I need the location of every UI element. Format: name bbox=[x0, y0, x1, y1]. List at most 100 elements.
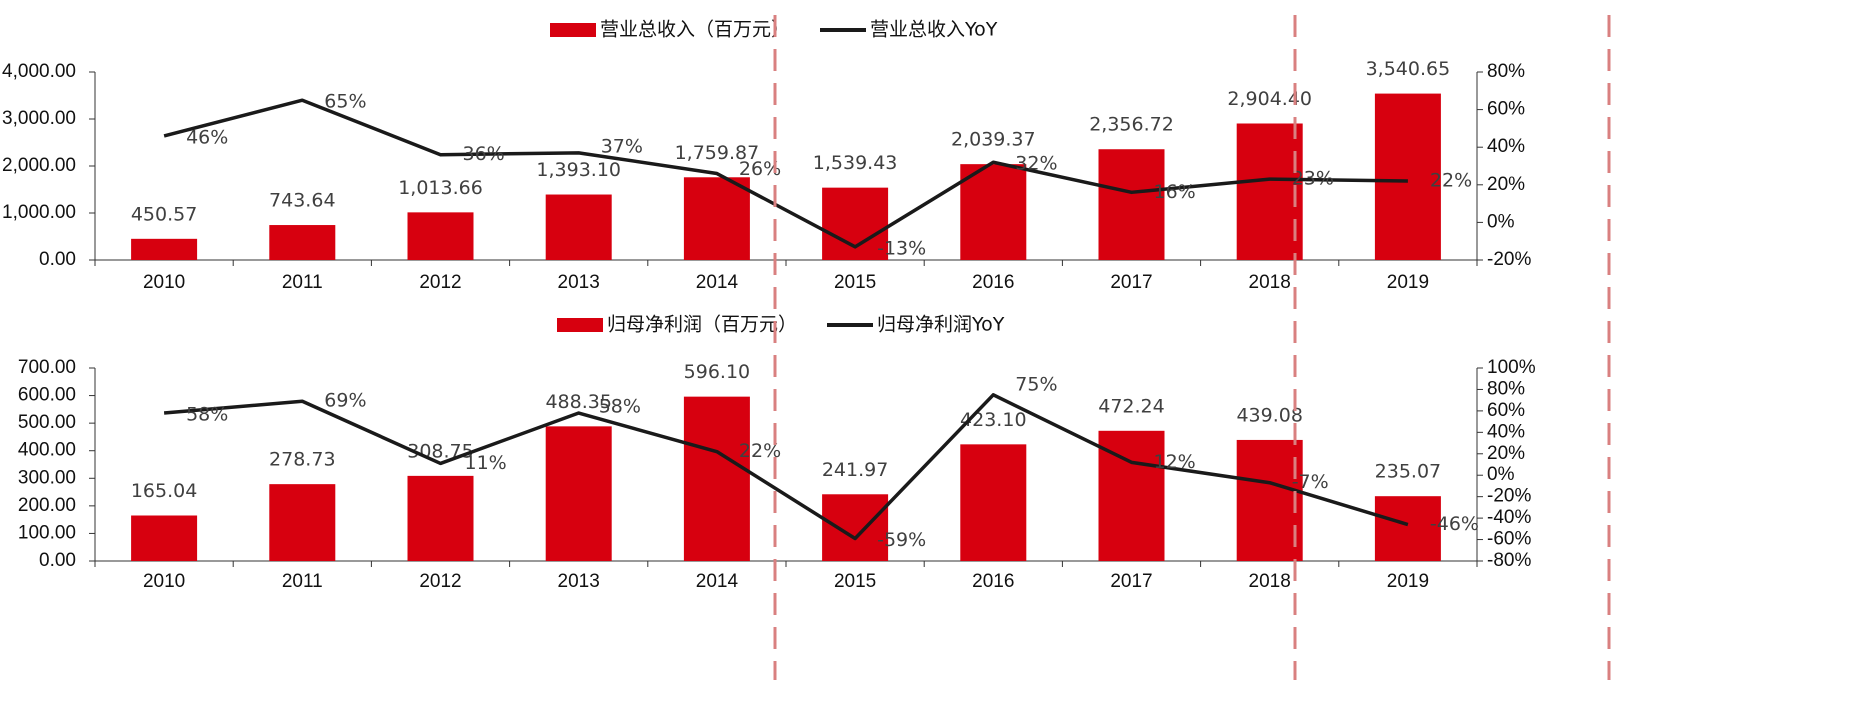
bar-value-label: 596.10 bbox=[684, 361, 750, 383]
bar bbox=[960, 444, 1027, 561]
left-y-tick-label: 0.00 bbox=[39, 249, 76, 270]
x-tick-label: 2018 bbox=[1249, 272, 1291, 293]
bar bbox=[131, 238, 198, 260]
x-tick-label: 2016 bbox=[972, 571, 1014, 592]
right-y-tick-label: 60% bbox=[1487, 99, 1525, 120]
right-y-tick-label: 20% bbox=[1487, 443, 1525, 464]
left-y-tick-label: 2,000.00 bbox=[2, 155, 76, 176]
right-y-tick-label: -20% bbox=[1487, 486, 1531, 507]
bar bbox=[407, 212, 474, 260]
left-y-tick-label: 1,000.00 bbox=[2, 202, 76, 223]
yoy-value-label: 32% bbox=[1015, 153, 1057, 175]
bar-value-label: 450.57 bbox=[131, 203, 197, 225]
yoy-value-label: 12% bbox=[1154, 451, 1196, 473]
yoy-value-label: 23% bbox=[1292, 168, 1334, 190]
right-y-tick-label: 0% bbox=[1487, 464, 1515, 485]
bar bbox=[1236, 123, 1303, 261]
left-y-tick-label: 700.00 bbox=[18, 357, 76, 378]
bar-value-label: 1,759.87 bbox=[675, 142, 760, 164]
bar bbox=[1098, 149, 1165, 260]
yoy-value-label: 46% bbox=[186, 126, 228, 148]
right-y-tick-label: 80% bbox=[1487, 378, 1525, 399]
yoy-value-label: 22% bbox=[739, 440, 781, 462]
x-tick-label: 2014 bbox=[696, 571, 739, 592]
bar bbox=[960, 164, 1027, 260]
left-y-tick-label: 4,000.00 bbox=[2, 61, 76, 82]
left-y-tick-label: 0.00 bbox=[39, 550, 76, 571]
x-tick-label: 2018 bbox=[1249, 571, 1291, 592]
legend-line-label: 营业总收入YoY bbox=[870, 19, 998, 41]
bar-value-label: 278.73 bbox=[269, 449, 335, 471]
right-y-tick-label: -20% bbox=[1487, 249, 1531, 270]
yoy-line bbox=[163, 393, 1409, 541]
right-y-tick-label: -80% bbox=[1487, 550, 1531, 571]
x-tick-label: 2015 bbox=[834, 272, 876, 293]
bar bbox=[269, 225, 336, 260]
bar-value-label: 472.24 bbox=[1098, 395, 1164, 417]
left-y-tick-label: 3,000.00 bbox=[2, 108, 76, 129]
legend-bar-swatch bbox=[550, 23, 596, 37]
x-tick-label: 2016 bbox=[972, 272, 1014, 293]
right-y-tick-label: 0% bbox=[1487, 211, 1515, 232]
bar bbox=[131, 515, 198, 561]
x-tick-label: 2011 bbox=[282, 571, 323, 592]
bar-value-label: 1,539.43 bbox=[813, 152, 898, 174]
bar bbox=[545, 194, 612, 260]
x-tick-label: 2015 bbox=[834, 571, 876, 592]
x-tick-label: 2017 bbox=[1110, 571, 1152, 592]
left-y-tick-label: 600.00 bbox=[18, 385, 76, 406]
yoy-value-label: 58% bbox=[186, 404, 228, 426]
left-y-tick-label: 100.00 bbox=[18, 522, 76, 543]
legend-bar-label: 归母净利润（百万元） bbox=[607, 314, 797, 336]
bar bbox=[1236, 439, 1303, 561]
right-y-tick-label: 100% bbox=[1487, 357, 1536, 378]
right-y-tick-label: 60% bbox=[1487, 400, 1525, 421]
bar-value-label: 2,039.37 bbox=[951, 129, 1036, 151]
x-tick-label: 2017 bbox=[1110, 272, 1152, 293]
yoy-value-label: 26% bbox=[739, 158, 781, 180]
bar-value-label: 235.07 bbox=[1375, 461, 1441, 483]
legend-bar-swatch bbox=[557, 318, 603, 332]
x-tick-label: 2012 bbox=[419, 571, 461, 592]
bar-value-label: 743.64 bbox=[269, 190, 335, 212]
bar bbox=[1374, 93, 1441, 260]
yoy-value-label: 69% bbox=[324, 390, 366, 412]
yoy-value-label: -59% bbox=[877, 529, 926, 551]
bar bbox=[683, 396, 750, 561]
yoy-value-label: 75% bbox=[1015, 373, 1057, 395]
yoy-value-label: -46% bbox=[1430, 513, 1479, 535]
x-tick-label: 2010 bbox=[143, 571, 185, 592]
bar-value-label: 3,540.65 bbox=[1366, 58, 1451, 80]
x-tick-label: 2019 bbox=[1387, 571, 1429, 592]
x-tick-label: 2011 bbox=[282, 272, 323, 293]
bar bbox=[545, 426, 612, 561]
x-tick-label: 2019 bbox=[1387, 272, 1429, 293]
yoy-value-label: 22% bbox=[1430, 170, 1472, 192]
yoy-value-label: -7% bbox=[1292, 471, 1329, 493]
bar-value-label: 241.97 bbox=[822, 459, 888, 481]
left-y-tick-label: 500.00 bbox=[18, 412, 76, 433]
bar-value-label: 1,393.10 bbox=[536, 159, 621, 181]
x-tick-label: 2014 bbox=[696, 272, 739, 293]
bar-value-label: 439.08 bbox=[1236, 404, 1302, 426]
bar-value-label: 488.35 bbox=[545, 391, 611, 413]
right-y-tick-label: 40% bbox=[1487, 136, 1525, 157]
left-y-tick-label: 200.00 bbox=[18, 495, 76, 516]
right-y-tick-label: -40% bbox=[1487, 507, 1531, 528]
bar bbox=[269, 484, 336, 561]
yoy-value-label: 11% bbox=[465, 452, 507, 474]
right-y-tick-label: 80% bbox=[1487, 61, 1525, 82]
left-y-tick-label: 400.00 bbox=[18, 440, 76, 461]
bar-value-label: 165.04 bbox=[131, 480, 197, 502]
x-tick-label: 2012 bbox=[419, 272, 461, 293]
bar-value-label: 2,356.72 bbox=[1089, 114, 1174, 136]
yoy-value-label: -13% bbox=[877, 237, 926, 259]
bar-value-label: 2,904.40 bbox=[1227, 88, 1312, 110]
legend-bar-label: 营业总收入（百万元） bbox=[600, 19, 790, 41]
x-tick-label: 2010 bbox=[143, 272, 185, 293]
left-y-tick-label: 300.00 bbox=[18, 467, 76, 488]
bar-value-label: 1,013.66 bbox=[398, 177, 483, 199]
right-y-tick-label: -60% bbox=[1487, 529, 1531, 550]
